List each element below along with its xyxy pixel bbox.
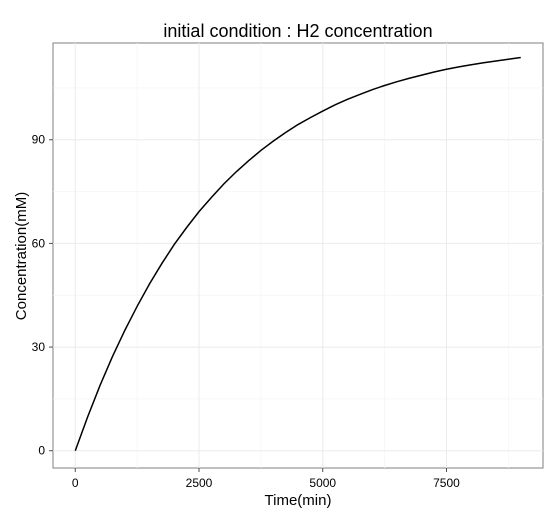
x-axis-title: Time(min) [265,492,332,509]
x-tick-label: 7500 [433,476,460,490]
grid-lines [53,43,543,468]
y-tick-label: 90 [32,133,46,147]
x-tick-label: 5000 [309,476,336,490]
series-layer [74,56,521,451]
axes: 0 2500 5000 7500 0 30 60 90 [32,133,461,490]
y-tick-label: 60 [32,236,46,250]
x-tick-label: 2500 [186,476,213,490]
y-axis-title: Concentration(mM) [13,192,30,320]
plot-panel-border [52,42,544,469]
series-line [74,56,521,451]
chart-title: initial condition : H2 concentration [163,21,432,41]
y-tick-label: 0 [38,444,45,458]
plot-panel [52,42,544,469]
x-tick-label: 0 [72,476,79,490]
y-tick-label: 30 [32,340,46,354]
